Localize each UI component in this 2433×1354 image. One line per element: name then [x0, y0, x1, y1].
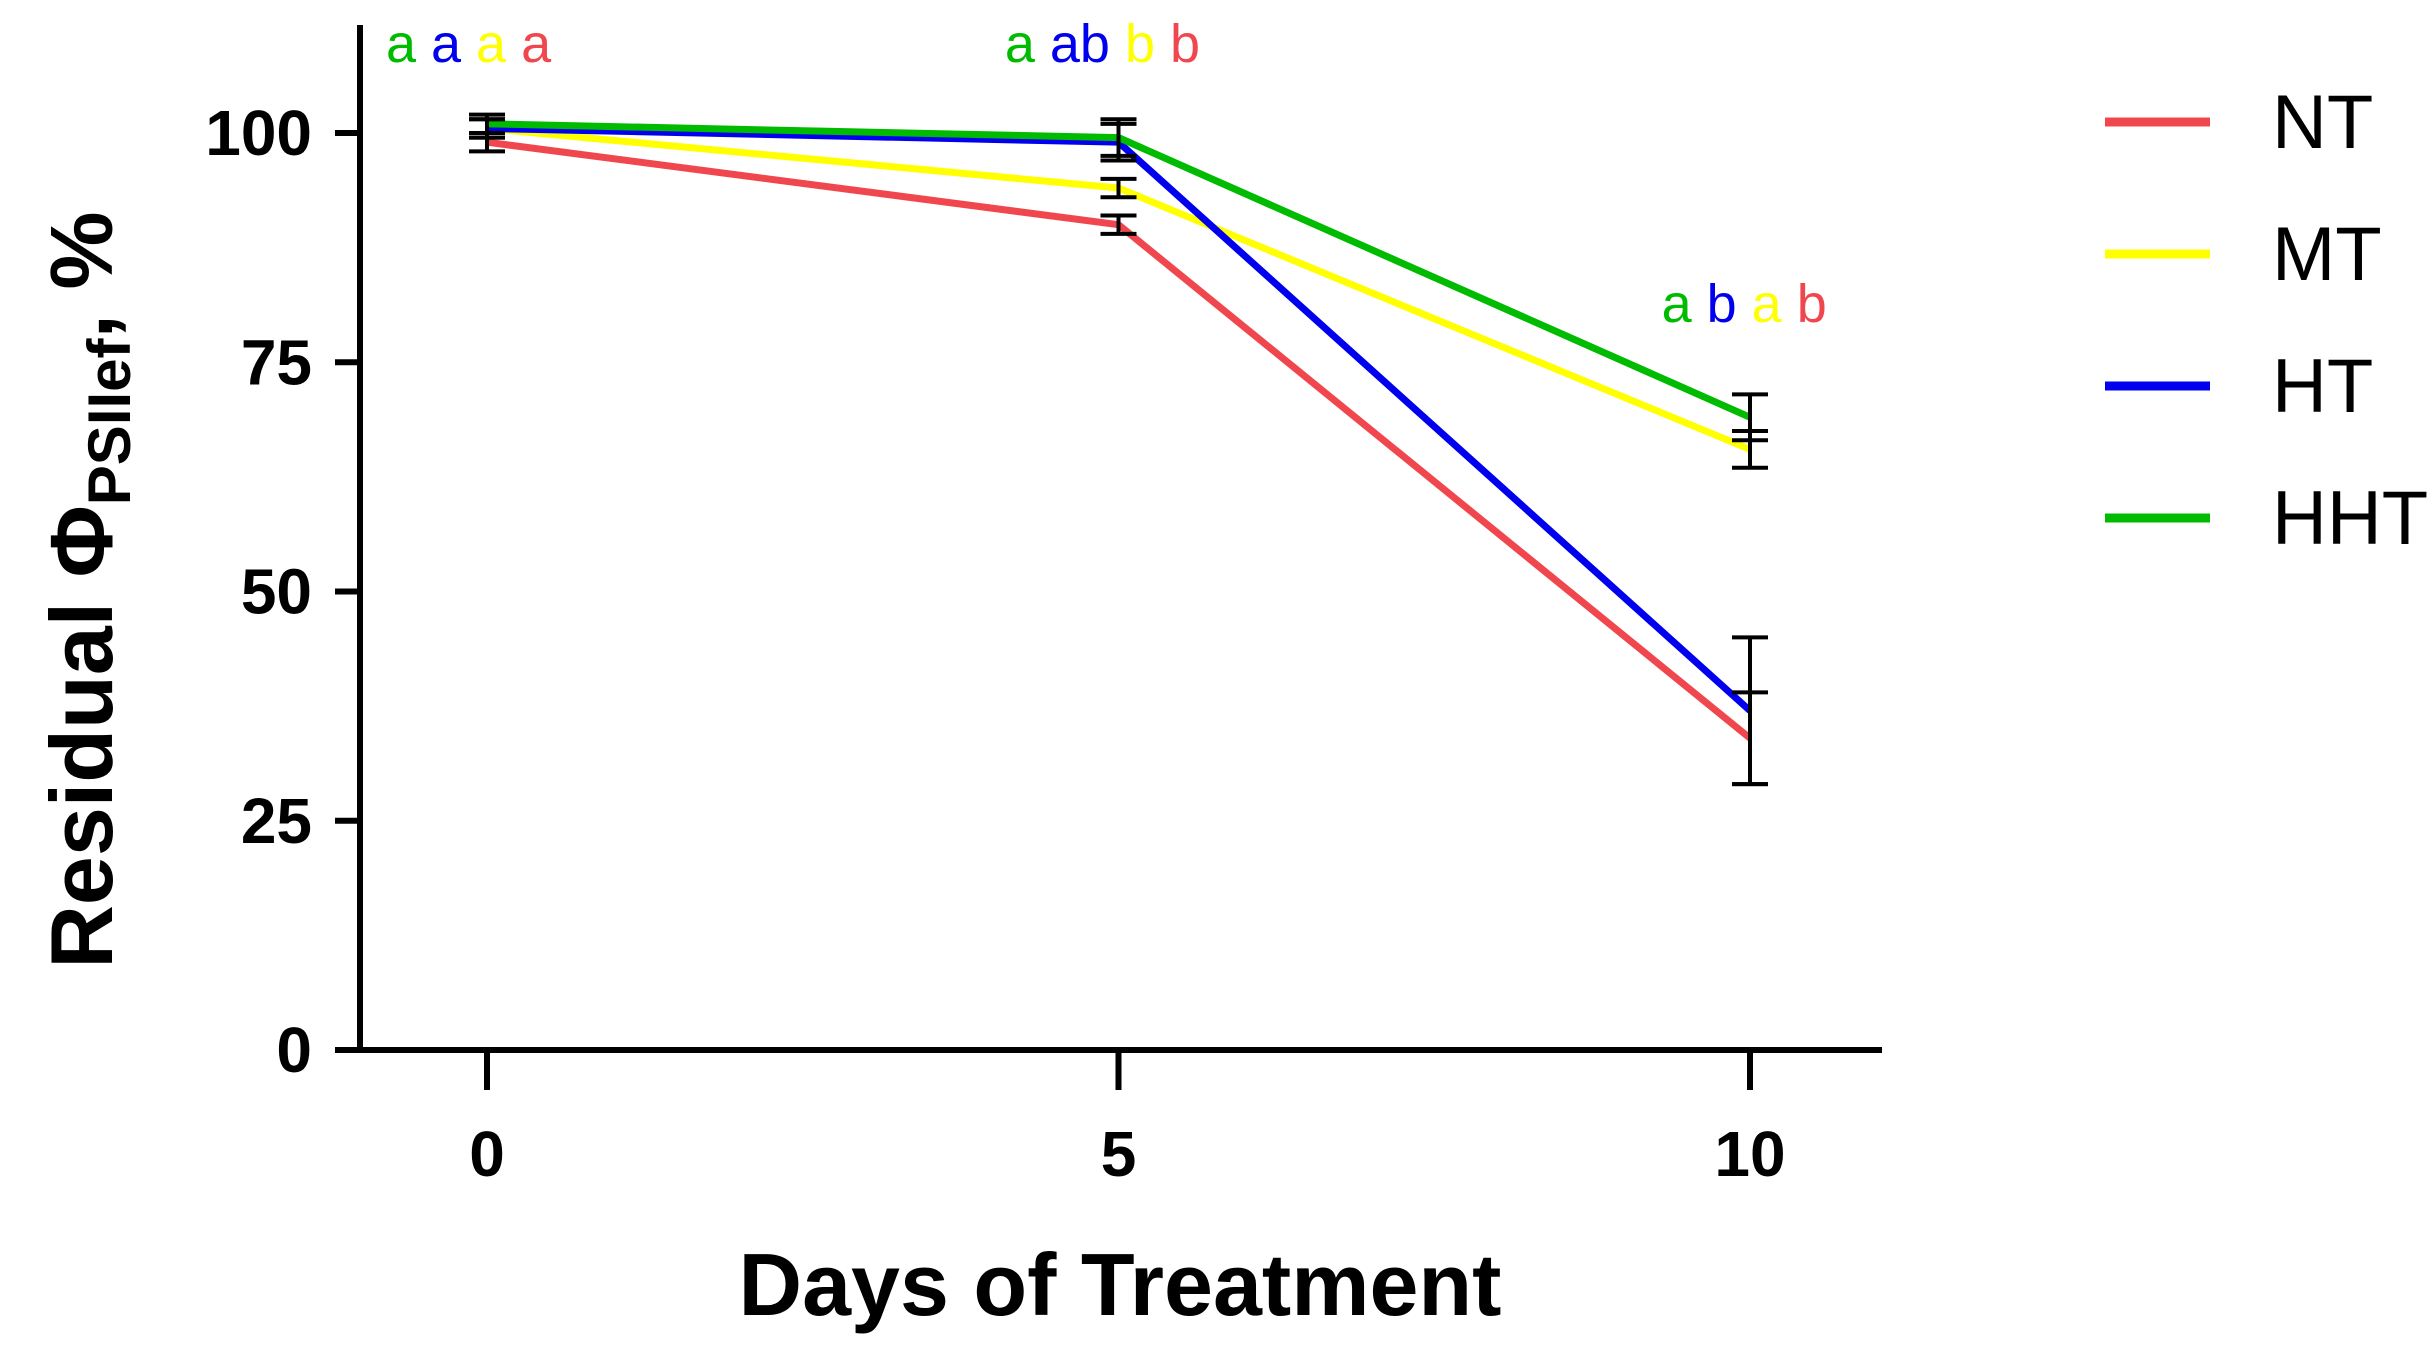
- significance-letter: a: [461, 14, 507, 74]
- x-axis-title: Days of Treatment: [739, 1235, 1502, 1334]
- legend-label-mt: MT: [2272, 212, 2382, 297]
- y-axis-title-main: Residual Φ: [32, 505, 131, 968]
- y-ticks: 0 25 50 75 100: [205, 97, 360, 1086]
- legend-label-ht: HT: [2272, 344, 2373, 429]
- x-tick-label: 0: [469, 1118, 505, 1190]
- y-axis-title-subscript: PSIIef: [76, 337, 143, 505]
- significance-group: a a a a: [386, 14, 552, 74]
- significance-group: a b a b: [1662, 274, 1827, 334]
- y-tick-label: 75: [241, 326, 312, 398]
- legend: NT MT HT HHT: [2105, 80, 2428, 561]
- y-tick-label: 100: [205, 97, 312, 169]
- significance-letter: a: [386, 14, 417, 74]
- y-axis-title: Residual ΦPSIIef, %: [32, 211, 143, 968]
- y-tick-label: 0: [276, 1014, 312, 1086]
- significance-letter: a: [1662, 274, 1693, 334]
- error-bars: [469, 112, 1768, 787]
- y-axis-title-suffix: , %: [32, 211, 131, 338]
- significance-letter: a: [1737, 274, 1783, 334]
- error-bar-ht: [1732, 635, 1768, 787]
- series-line-mt: [486, 124, 1752, 453]
- x-tick-label: 5: [1101, 1118, 1137, 1190]
- significance-letter: ab: [1035, 14, 1110, 74]
- significance-letter: a: [1005, 14, 1036, 74]
- significance-letter: b: [1110, 14, 1155, 74]
- legend-label-nt: NT: [2272, 80, 2373, 165]
- error-bar-mt: [1100, 176, 1137, 200]
- x-ticks: 0 5 10: [469, 1050, 1786, 1190]
- y-tick-label: 25: [241, 785, 312, 857]
- significance-letter: b: [1782, 274, 1827, 334]
- error-bar-nt: [1100, 213, 1137, 236]
- significance-letter: b: [1155, 14, 1200, 74]
- error-bar-hht: [1100, 117, 1137, 158]
- x-tick-label: 10: [1714, 1118, 1785, 1190]
- significance-letter: a: [506, 14, 552, 74]
- error-bar-hht: [1732, 392, 1768, 443]
- significance-letter: b: [1692, 274, 1737, 334]
- significance-group: a ab b b: [1005, 14, 1200, 74]
- error-bar-hht: [469, 112, 505, 135]
- legend-label-hht: HHT: [2272, 476, 2428, 561]
- significance-letter: a: [416, 14, 462, 74]
- y-tick-label: 50: [241, 556, 312, 628]
